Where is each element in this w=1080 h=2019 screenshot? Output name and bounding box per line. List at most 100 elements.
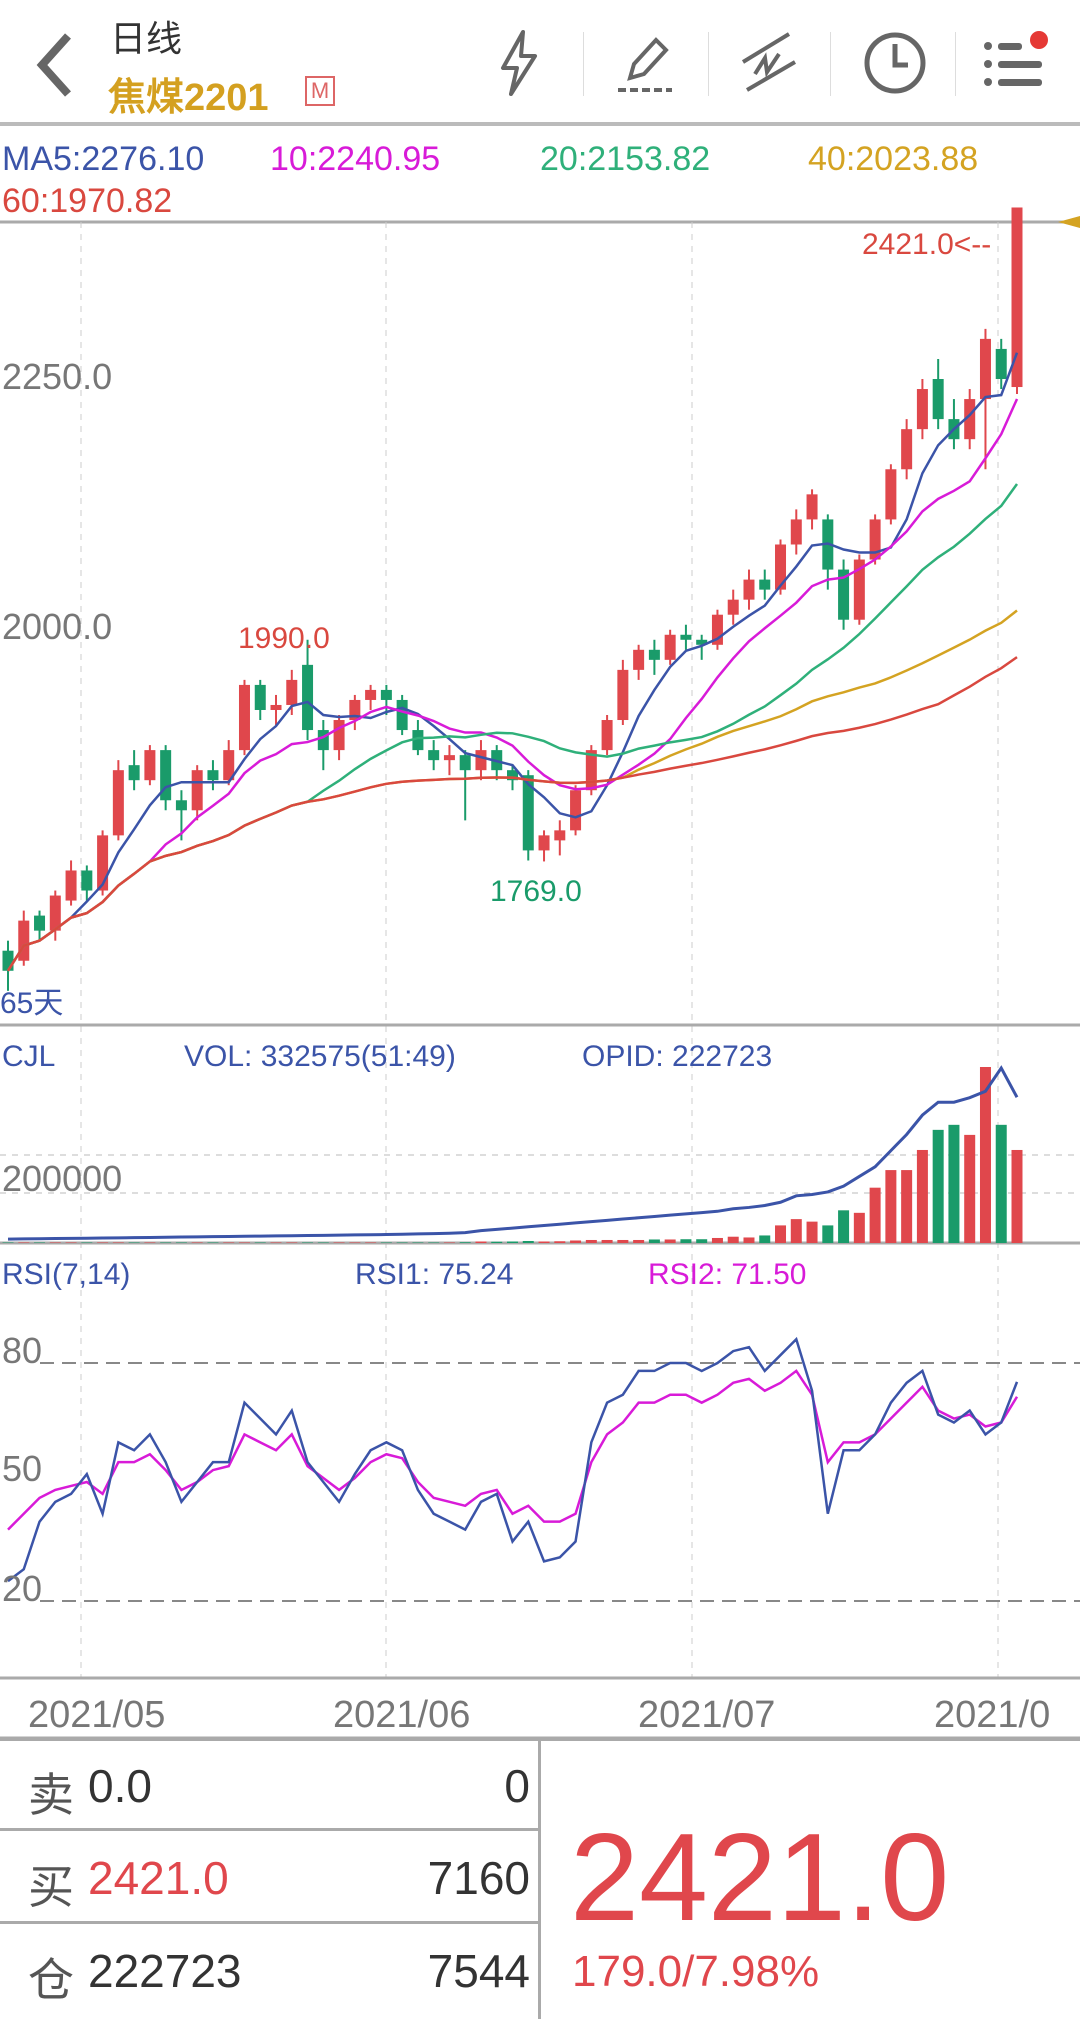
volume-bar	[81, 1242, 93, 1243]
volume-tick: 200000	[2, 1158, 123, 1199]
ma60-line	[6, 656, 1018, 972]
volume-bar	[648, 1239, 660, 1243]
volume-bar	[112, 1242, 124, 1243]
clock-icon[interactable]	[860, 28, 930, 98]
order-book: 卖 0.0 0 买 2421.0 7160 仓 222723 7544 2421…	[0, 1738, 1080, 2019]
candle-body	[711, 614, 723, 645]
candle-body	[790, 519, 802, 545]
volume-bar	[979, 1067, 991, 1243]
volume-bar	[853, 1212, 865, 1243]
volume-bar	[617, 1239, 629, 1243]
volume-bar	[396, 1242, 408, 1243]
volume-bar	[207, 1242, 219, 1243]
candle-body	[333, 720, 345, 751]
volume-bar	[128, 1242, 140, 1243]
volume-bar	[380, 1242, 392, 1243]
lightning-icon[interactable]	[485, 28, 555, 98]
candle-body	[270, 704, 282, 710]
rsi-tick-20: 20	[2, 1568, 43, 1609]
candle-body	[979, 338, 991, 400]
candle-body	[49, 895, 61, 931]
volume-bar	[680, 1239, 692, 1243]
ma60-legend: 60:1970.82	[2, 182, 173, 220]
candle-body	[365, 689, 377, 700]
volume-bar	[191, 1242, 203, 1243]
pencil-draw-icon[interactable]	[610, 28, 680, 98]
volume-bar	[869, 1187, 881, 1243]
opid-value: OPID: 222723	[582, 1040, 773, 1073]
oi-value: 222723	[88, 1945, 242, 1997]
volume-value: VOL: 332575(51:49)	[184, 1040, 456, 1073]
candle-body	[207, 770, 219, 781]
candle-body	[601, 720, 613, 751]
candle-body	[775, 544, 787, 590]
volume-bar	[838, 1210, 850, 1243]
divider	[830, 32, 831, 96]
volume-bar	[885, 1170, 897, 1243]
rsi1-line	[7, 1336, 1019, 1583]
buy-row: 买 2421.0 7160	[0, 1831, 538, 1924]
menu-list-icon[interactable]	[980, 28, 1050, 98]
back-chevron-icon[interactable]	[30, 30, 80, 100]
top-bar: 日线 焦煤2201 M	[0, 0, 1080, 126]
volume-bar	[223, 1242, 235, 1243]
candle-body	[932, 379, 944, 420]
rsi1-value: RSI1: 75.24	[355, 1258, 514, 1291]
candle-body	[34, 915, 46, 931]
volume-bar	[459, 1242, 471, 1243]
oi-label: 仓	[28, 1954, 74, 2006]
volume-bar	[443, 1242, 455, 1243]
candle-body	[507, 770, 518, 781]
candle-body	[838, 569, 850, 620]
last-price-label: 2421.0<--	[862, 228, 992, 261]
candle-body	[696, 639, 708, 645]
candle-body	[459, 755, 471, 771]
high-price-label: 1990.0	[238, 622, 330, 655]
period-title[interactable]: 日线	[110, 18, 183, 59]
volume-bar	[1011, 1149, 1023, 1243]
line-tool-icon[interactable]	[733, 28, 803, 98]
last-price: 2421.0	[570, 1809, 950, 1947]
volume-bar	[34, 1242, 46, 1243]
volume-bar	[254, 1242, 266, 1243]
kline-chart[interactable]	[0, 0, 1080, 1740]
volume-bar	[18, 1242, 30, 1243]
candle-body	[81, 870, 93, 891]
rsi-tick-80: 80	[2, 1330, 43, 1371]
symbol-name[interactable]: 焦煤2201	[108, 77, 269, 119]
candle-body	[396, 699, 408, 731]
ma5-legend: MA5:2276.10	[2, 140, 205, 178]
volume-bar	[302, 1242, 314, 1243]
market-badge: M	[305, 76, 335, 106]
volume-bar	[412, 1242, 424, 1243]
date-tick: 2021/06	[333, 1694, 471, 1736]
volume-bar	[570, 1240, 582, 1243]
volume-bar	[428, 1242, 440, 1243]
rsi-indicator-name[interactable]: RSI(7,14)	[2, 1258, 131, 1291]
buy-label: 买	[28, 1861, 74, 1913]
candle-body	[18, 920, 30, 961]
volume-bar	[144, 1242, 156, 1243]
volume-bar	[727, 1236, 739, 1243]
candle-body	[317, 730, 329, 751]
candle-body	[885, 469, 897, 520]
volume-bar	[491, 1241, 503, 1243]
candle-body	[112, 770, 124, 836]
candle-body	[853, 559, 865, 620]
candle-body	[223, 750, 235, 781]
candle-body	[664, 634, 676, 660]
last-price-marker	[1058, 216, 1080, 228]
candle-body	[254, 684, 266, 710]
volume-bar	[538, 1241, 550, 1243]
candle-body	[554, 830, 566, 841]
volume-indicator-name[interactable]: CJL	[2, 1040, 56, 1073]
volume-bar	[901, 1170, 913, 1243]
volume-bar	[349, 1242, 361, 1243]
candle-body	[65, 870, 77, 901]
volume-bar	[238, 1242, 250, 1243]
candle-body	[128, 765, 140, 781]
volume-bar	[743, 1237, 755, 1243]
buy-qty: 7160	[427, 1852, 530, 1904]
volume-bar	[507, 1241, 518, 1243]
sell-price: 0.0	[88, 1760, 152, 1812]
